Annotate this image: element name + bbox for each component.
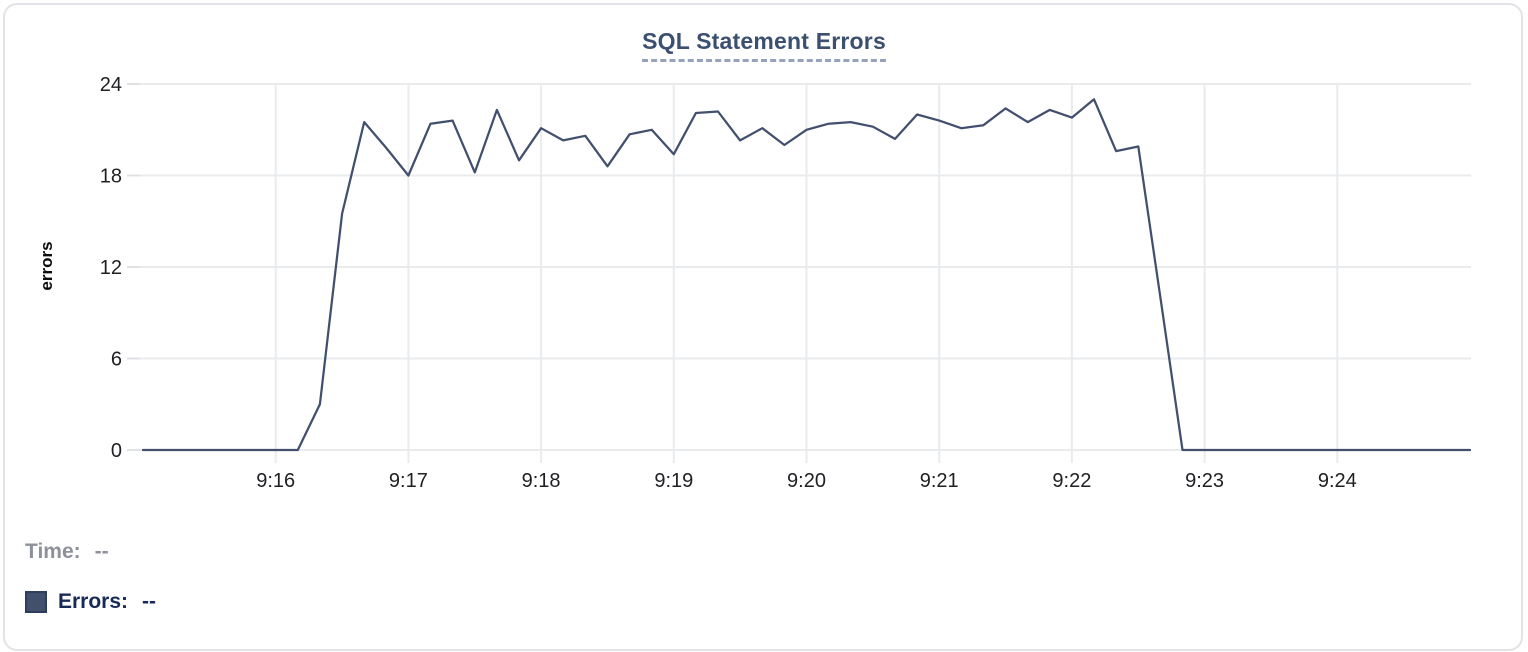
x-tick-label: 9:23 — [1185, 470, 1224, 492]
x-tick-label: 9:18 — [522, 470, 561, 492]
x-tick-label: 9:17 — [389, 470, 428, 492]
y-tick-label: 18 — [100, 166, 122, 188]
y-tick-label: 12 — [100, 257, 122, 279]
y-axis-title: errors — [37, 241, 56, 291]
time-label: Time: — [25, 540, 81, 563]
legend-row-time: Time: -- — [25, 541, 156, 563]
x-tick-label: 9:19 — [654, 470, 693, 492]
x-tick-label: 9:24 — [1318, 470, 1357, 492]
chart-header: SQL Statement Errors — [0, 28, 1528, 62]
errors-value: -- — [142, 590, 157, 613]
x-tick-label: 9:16 — [256, 470, 295, 492]
x-tick-label: 9:21 — [920, 470, 959, 492]
y-tick-label: 24 — [100, 74, 122, 96]
errors-series-swatch — [25, 591, 47, 613]
errors-label: Errors: — [58, 590, 129, 613]
time-value: -- — [94, 540, 109, 563]
x-tick-label: 9:20 — [787, 470, 826, 492]
legend-row-errors: Errors: -- — [25, 591, 156, 613]
chart-legend: Time: -- Errors: -- — [25, 541, 156, 613]
y-tick-label: 6 — [111, 349, 122, 371]
chart-title[interactable]: SQL Statement Errors — [642, 28, 886, 62]
errors-series-line — [141, 98, 1472, 452]
y-tick-label: 0 — [111, 440, 122, 462]
x-tick-label: 9:22 — [1052, 470, 1091, 492]
